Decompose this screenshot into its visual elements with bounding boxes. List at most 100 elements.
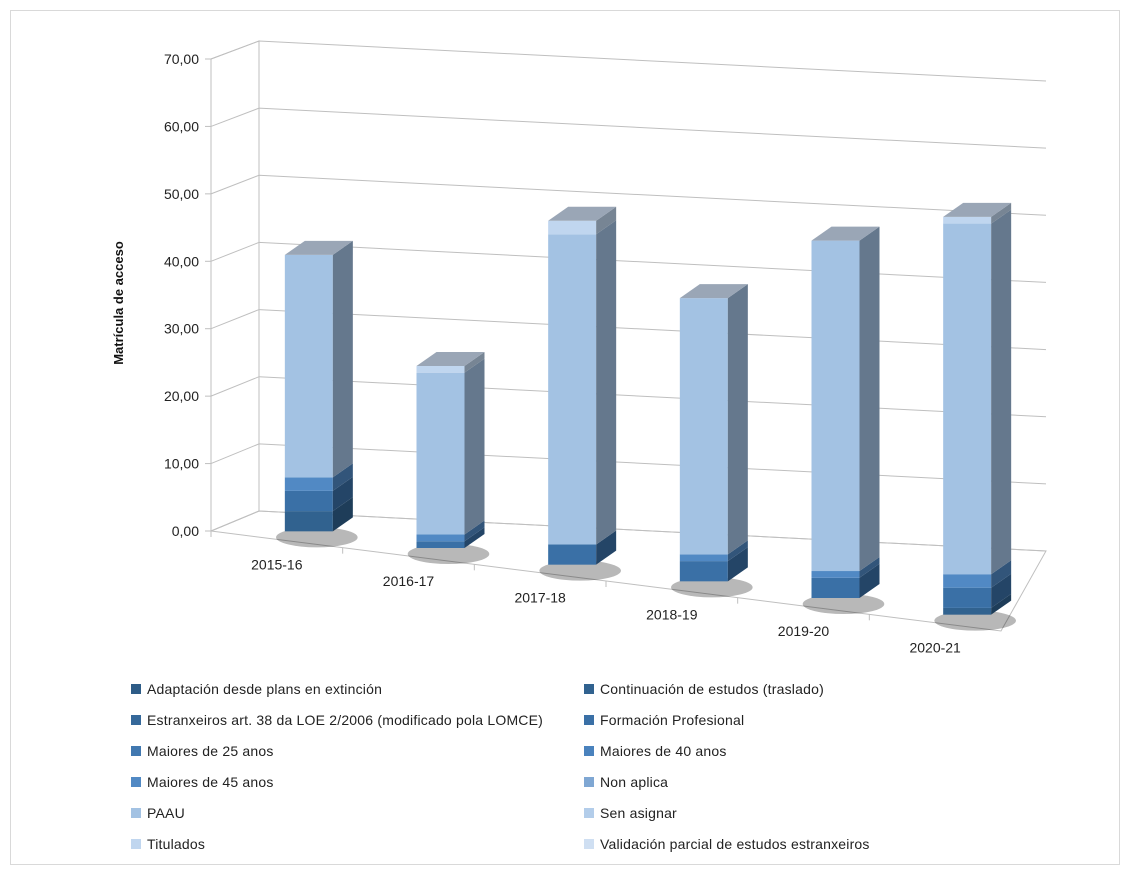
bar-segment-0-1: [284, 511, 333, 532]
bar-shadow: [276, 527, 358, 548]
bar-side-1-6: [464, 520, 485, 542]
legend-item: PAAU: [131, 805, 185, 821]
legend-item: Formación Profesional: [584, 712, 744, 728]
bar-side-2-3: [596, 530, 617, 565]
legend-swatch: [584, 839, 594, 849]
bar-top-2: [548, 206, 617, 221]
bar-top-3: [679, 284, 748, 299]
gridline: [210, 510, 1047, 552]
legend-label: Maiores de 25 anos: [147, 743, 274, 759]
legend-item: Validación parcial de estudos estranxeir…: [584, 836, 870, 852]
bar-side-4-3: [859, 563, 880, 598]
bar-side-0-6: [332, 463, 353, 491]
bar-side-3-6: [727, 540, 748, 562]
legend-label: Non aplica: [600, 774, 669, 790]
legend-label: Continuación de estudos (traslado): [600, 681, 824, 697]
bar-side-5-3: [991, 573, 1012, 608]
legend-item: Titulados: [131, 836, 205, 852]
x-tick-label: 2017-18: [514, 590, 566, 606]
bar-shadow: [934, 610, 1016, 631]
x-tick-label: 2019-20: [778, 623, 830, 639]
bar-side-0-1: [332, 497, 353, 532]
bar-top-4: [811, 226, 880, 241]
bar-side-5-6: [991, 560, 1012, 588]
bar-shadow: [539, 560, 621, 581]
bar-shadow: [671, 577, 753, 598]
x-tick-label: 2015-16: [251, 556, 303, 572]
bar-segment-1-10: [416, 365, 465, 373]
gridline: [210, 443, 1047, 485]
y-tick-label: 30,00: [164, 321, 199, 337]
bar-side-5-1: [991, 593, 1012, 615]
y-tick-label: 0,00: [172, 523, 199, 539]
chart-area: 0,00 10,00 20,00 30,00 40,00 50,00 60,00 70,00 …: [10, 10, 1120, 865]
bar-side-0-3: [332, 476, 353, 512]
legend-swatch: [131, 777, 141, 787]
bar-top-1: [416, 351, 485, 366]
bar-segment-2-3: [548, 544, 597, 565]
legend-label: Adaptación desde plans en extinción: [147, 681, 383, 697]
bar-shadow: [407, 544, 490, 564]
gridline: [210, 241, 1047, 283]
bar-segment-1-6: [416, 534, 465, 542]
legend-swatch: [131, 746, 141, 756]
bar-shadow: [802, 594, 885, 614]
y-axis-title: Matrícula de acceso: [111, 241, 126, 365]
legend-swatch: [131, 715, 141, 725]
legend-item: Maiores de 45 anos: [131, 774, 274, 790]
bar-side-2-10: [596, 206, 617, 235]
legend-item: Adaptación desde plans en extinción: [131, 681, 382, 697]
legend-label: Maiores de 40 anos: [600, 743, 727, 759]
legend-swatch: [584, 715, 594, 725]
bar-side-5-10: [991, 202, 1012, 224]
legend-label: Maiores de 45 anos: [147, 774, 274, 790]
legend-swatch: [584, 684, 594, 694]
bar-segment-5-1: [943, 607, 992, 615]
y-tick-label: 60,00: [164, 118, 199, 134]
bar-side-0-8: [332, 240, 353, 478]
legend-swatch: [131, 808, 141, 818]
bars: [276, 202, 1016, 631]
bar-side-4-8: [859, 226, 880, 572]
plot-area: 0,0010,0020,0030,0040,0050,0060,0070,00 …: [111, 40, 1047, 656]
bar-side-4-6: [859, 557, 880, 578]
legend-item: Continuación de estudos (traslado): [584, 681, 824, 697]
y-tick-label: 50,00: [164, 186, 199, 202]
gridline: [210, 40, 1047, 82]
bar-segment-0-3: [284, 490, 333, 512]
y-tick-label: 10,00: [164, 456, 199, 472]
bar-segment-0-6: [284, 477, 333, 491]
legend-label: PAAU: [147, 805, 185, 821]
legend-label: Formación Profesional: [600, 712, 745, 728]
y-tick-label: 70,00: [164, 51, 199, 67]
bar-top-0: [284, 240, 353, 255]
bar-segment-0-8: [284, 254, 333, 478]
bar-side-1-10: [464, 351, 485, 373]
y-tick-label: 40,00: [164, 253, 199, 269]
legend-item: Maiores de 25 anos: [131, 743, 274, 759]
bar-segment-1-8: [416, 372, 465, 535]
bar-segment-3-6: [679, 554, 728, 562]
bar-side-1-8: [464, 358, 485, 535]
y-tick-label: 20,00: [164, 388, 199, 404]
legend-label: Sen asignar: [600, 805, 677, 821]
gridline: [210, 107, 1047, 149]
chart-left-wall: [210, 40, 260, 532]
legend-item: Non aplica: [584, 774, 668, 790]
gridline: [210, 174, 1047, 216]
gridline: [210, 309, 1047, 351]
legend-label: Titulados: [147, 836, 206, 852]
bar-segment-5-10: [943, 216, 992, 224]
legend-swatch: [584, 777, 594, 787]
bar-top-5: [943, 202, 1012, 217]
bar-segment-5-3: [943, 587, 992, 608]
legend-label: Validación parcial de estudos estranxeir…: [600, 836, 870, 852]
legend-item: Maiores de 40 anos: [584, 743, 727, 759]
bar-side-5-8: [991, 209, 1012, 575]
bar-segment-3-3: [679, 561, 728, 582]
bar-segment-2-8: [548, 234, 597, 545]
x-tick-label: 2018-19: [646, 606, 698, 622]
legend-swatch: [584, 746, 594, 756]
bar-segment-3-8: [679, 298, 728, 555]
x-tick-label: 2016-17: [383, 573, 435, 589]
